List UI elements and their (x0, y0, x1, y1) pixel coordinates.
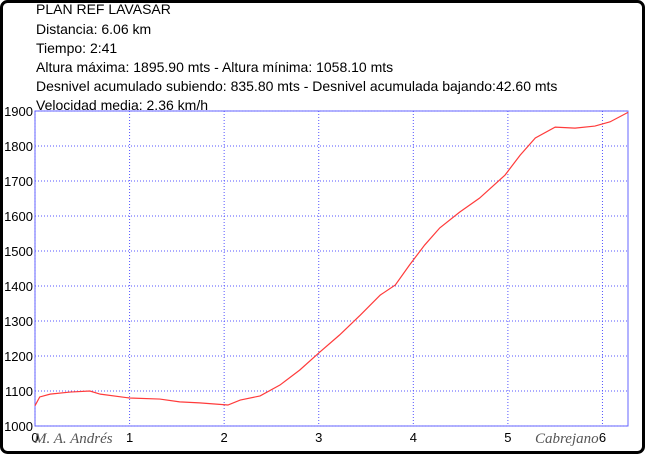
plot-area (34, 110, 629, 427)
y-tick-label: 1100 (5, 384, 33, 399)
watermark: Cabrejano (535, 431, 599, 447)
info-line: Altura máxima: 1895.90 mts - Altura míni… (36, 59, 393, 75)
y-tick-label: 1000 (4, 419, 33, 434)
x-tick-label: 3 (315, 430, 322, 445)
y-tick-label: 1500 (4, 244, 33, 259)
x-tick-label: 4 (410, 430, 417, 445)
watermark: M. A. Andrés (33, 431, 113, 447)
info-line: Velocidad media: 2.36 km/h (36, 97, 208, 113)
y-tick-label: 1400 (4, 279, 33, 294)
y-tick-label: 1200 (4, 349, 33, 364)
chart-title: PLAN REF LAVASAR (36, 1, 171, 17)
x-tick-label: 6 (599, 430, 606, 445)
y-tick-label: 1600 (4, 209, 33, 224)
x-tick-label: 1 (126, 430, 133, 445)
y-tick-label: 1700 (4, 174, 33, 189)
x-tick-label: 0 (31, 430, 38, 445)
x-tick-label: 2 (221, 430, 228, 445)
info-line: Desnivel acumulado subiendo: 835.80 mts … (36, 78, 557, 94)
y-tick-label: 1800 (4, 139, 33, 154)
y-tick-label: 1300 (4, 314, 33, 329)
elevation-line (34, 111, 629, 406)
x-tick-label: 5 (504, 430, 511, 445)
y-tick-label: 1900 (4, 104, 33, 119)
info-line: Tiempo: 2:41 (36, 40, 117, 56)
info-line: Distancia: 6.06 km (36, 21, 151, 37)
